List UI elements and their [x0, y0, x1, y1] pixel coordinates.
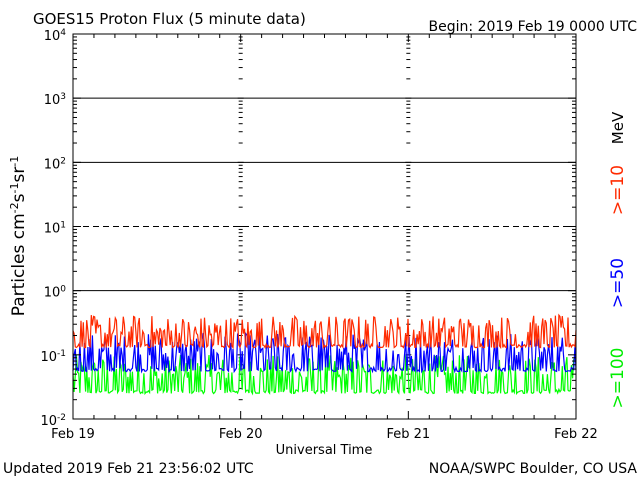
y-tick-label: 103 — [44, 92, 66, 108]
series-line — [72, 354, 576, 396]
series-line — [72, 331, 577, 374]
begin-time: Begin: 2019 Feb 19 0000 UTC — [429, 19, 638, 35]
y-tick-label: 10-1 — [40, 349, 66, 365]
chart-title: GOES15 Proton Flux (5 minute data) — [33, 10, 306, 28]
y-axis-title: Particles cm-2s-1sr-1 — [8, 156, 30, 317]
y-tick-label: 10-2 — [40, 413, 66, 429]
y-tick-label: 102 — [44, 156, 66, 172]
threshold-lines — [73, 97, 576, 292]
flux-series — [72, 313, 577, 396]
series-line — [72, 313, 577, 350]
legend-ge100: >=100 — [608, 348, 628, 409]
unit-label: MeV — [609, 111, 627, 144]
updated-time: Updated 2019 Feb 21 23:56:02 UTC — [3, 461, 254, 477]
y-tick-label: 100 — [44, 285, 67, 301]
y-tick-label: 101 — [44, 221, 66, 237]
y-tick-label: 104 — [44, 28, 67, 44]
y-axis: 10-2 10-1 100 101 102 103 104 — [40, 28, 576, 429]
legend-ge10: >=10 — [608, 165, 628, 215]
x-tick-label: Feb 21 — [386, 427, 430, 442]
x-tick-label: Feb 20 — [219, 427, 263, 442]
x-axis-title: Universal Time — [276, 443, 373, 458]
x-axis: Feb 19 Feb 20 Feb 21 Feb 22 — [51, 34, 598, 442]
credit-line: NOAA/SWPC Boulder, CO USA — [429, 461, 638, 477]
x-tick-label: Feb 22 — [554, 427, 598, 442]
legend-ge50: >=50 — [608, 258, 628, 308]
x-tick-label: Feb 19 — [51, 427, 95, 442]
